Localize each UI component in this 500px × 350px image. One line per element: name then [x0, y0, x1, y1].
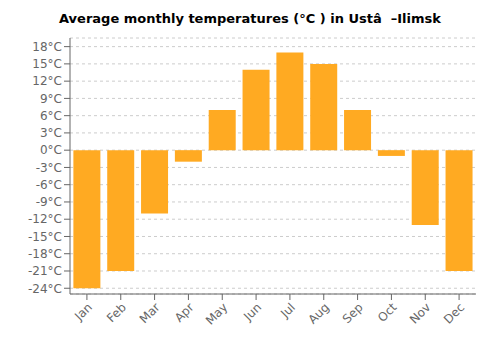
- svg-text:Oct: Oct: [375, 300, 400, 325]
- svg-text:Jul: Jul: [277, 300, 298, 321]
- svg-text:3°C: 3°C: [40, 126, 62, 140]
- svg-text:12°C: 12°C: [32, 74, 62, 88]
- svg-text:-6°C: -6°C: [36, 178, 62, 192]
- svg-text:May: May: [203, 300, 230, 327]
- svg-text:Sep: Sep: [340, 300, 366, 326]
- svg-text:-24°C: -24°C: [28, 282, 62, 296]
- svg-text:-21°C: -21°C: [28, 264, 62, 278]
- svg-text:Aug: Aug: [305, 300, 331, 326]
- svg-text:Nov: Nov: [407, 300, 433, 326]
- html-text:Average monthly temperatures (: Average monthly temperatures (°C ) in Us…: [59, 11, 441, 26]
- svg-text:-15°C: -15°C: [28, 230, 62, 244]
- svg-text:-9°C: -9°C: [36, 195, 62, 209]
- svg-text:9°C: 9°C: [40, 92, 62, 106]
- svg-text:-3°C: -3°C: [36, 161, 62, 175]
- svg-text:6°C: 6°C: [40, 109, 62, 123]
- svg-text:-12°C: -12°C: [28, 212, 62, 226]
- svg-text:Feb: Feb: [104, 300, 129, 325]
- svg-text:Jun: Jun: [240, 300, 264, 324]
- svg-text:Dec: Dec: [441, 300, 467, 326]
- svg-text:0°C: 0°C: [40, 143, 62, 157]
- svg-text:15°C: 15°C: [32, 57, 62, 71]
- svg-text:Jan: Jan: [71, 300, 95, 324]
- svg-text:Apr: Apr: [172, 300, 197, 325]
- svg-text:18°C: 18°C: [32, 40, 62, 54]
- svg-text:-18°C: -18°C: [28, 247, 62, 261]
- svg-text:Mar: Mar: [137, 300, 163, 326]
